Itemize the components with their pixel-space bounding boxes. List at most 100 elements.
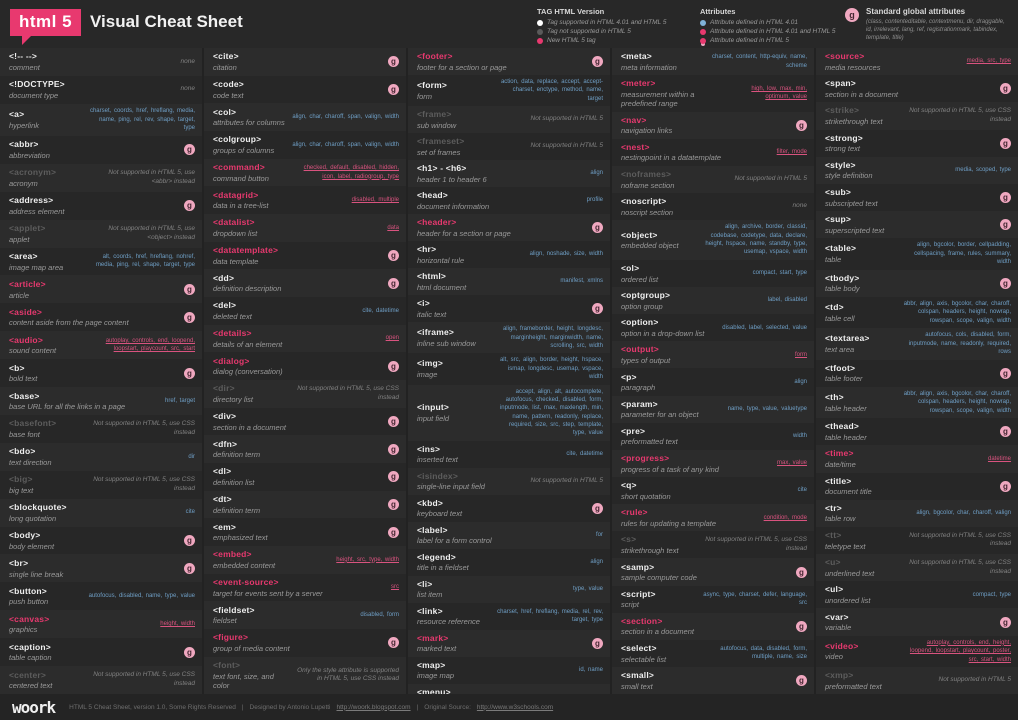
tag-attributes: align [590,170,603,177]
tag-name: <link> [417,605,443,616]
tag-details: align, char, charoff, span, valign, widt… [292,113,399,121]
tag-details: g [184,283,195,295]
tag-row: <isindex> single-line input field Not supp… [408,467,610,495]
tag-info: <xmp> preformatted text [825,670,933,691]
tag-description: horizontal rule [417,255,465,265]
tag-attributes: data [387,224,399,231]
tag-description: text direction [9,457,52,467]
tag-name: <video> [825,640,859,651]
tag-row: <body> body element g [0,526,202,555]
tag-name: <dialog> [213,355,250,366]
tag-name: <thead> [825,421,859,432]
tag-details: for [596,531,603,539]
tag-description: nestingpoint in a datatemplate [621,153,722,163]
tag-attributes: cite [797,487,807,494]
legend-tag-version: TAG HTML Version Tag supported in HTML 4… [537,7,666,46]
tag-description: attributes for columns [213,118,285,128]
tag-row: <figure> group of media content g [204,629,406,657]
global-attributes-badge-icon: g [1000,426,1011,438]
global-attributes-badge-icon: g [184,283,195,295]
support-note: Not supported in HTML 5, use CSS instead [909,558,1011,575]
tag-description: embedded object [621,241,679,251]
woork-blog-link[interactable]: http://woork.blogspot.com [336,703,411,711]
tag-description: inserted text [417,455,458,465]
tag-attributes: href, target [164,397,195,404]
tag-row: <div> section in a document g [204,407,406,436]
tag-details: g [1000,426,1011,438]
tag-name: <input> [417,402,450,413]
tag-details: max, value [777,459,807,467]
tag-row: <datatemplate> data template g [204,241,406,270]
tag-description: measurement within a predefined range [621,89,695,109]
tag-attributes: profile [586,197,603,204]
tag-info: <datatemplate> data template [213,245,382,266]
tag-details: g [592,303,603,315]
global-attributes-badge-icon: g [796,119,807,131]
tag-name: <body> [9,530,41,541]
tag-name: <dd> [213,272,235,283]
tag-details: width [793,432,807,440]
tag-name: <kbd> [417,497,444,508]
tag-details: g [388,471,399,483]
tag-info: <th> table header [825,392,897,413]
tag-info: <h1> - <h6> header 1 to header 6 [417,163,584,184]
tag-details: profile [587,196,603,204]
tag-row: <output> types of output form [612,341,814,369]
tag-info: <ul> unordered list [825,584,967,605]
tag-name: <nav> [621,114,647,125]
tag-details: Not supported in HTML 5, use CSS instead [903,559,1011,577]
tag-row: <pre> preformatted text width [612,422,814,450]
tag-info: <br> single line break [9,558,178,579]
global-attributes-badge-icon: g [1000,367,1011,379]
tag-info: <article> article [9,279,178,300]
tag-row: <select> selectable list autofocus, data, … [612,639,814,668]
tag-name: <tr> [825,502,842,513]
tag-name: <base> [9,390,40,401]
tag-details: autofocus, data, disabled, form, multipl… [699,645,807,662]
tag-details: disabled, form [360,611,399,619]
tag-info: <meta> meta information [621,51,693,72]
support-note: Not supported in HTML 5, use CSS instead [93,671,195,688]
tag-details: autofocus, cols, disabled, form, inputmo… [903,331,1011,356]
tag-details: g [184,200,195,212]
tag-details: media, src, type [967,57,1011,65]
tag-row: <section> section in a document g [612,612,814,640]
tag-name: <strong> [825,132,863,143]
tag-row: <article> article g [0,275,202,304]
tag-row: <source> media resources media, src, type [816,48,1018,76]
tag-attributes: compact, type [972,591,1011,598]
tag-row: <legend> title in a fieldset align [408,548,610,576]
tag-row: <big> big text Not supported in HTML 5, us… [0,470,202,499]
tag-row: <caption> table caption g [0,638,202,667]
legend-tag-title: TAG HTML Version [537,7,605,16]
tag-info: <big> big text [9,474,81,495]
tag-attributes: disabled, form [360,612,399,619]
legend-item: New HTML 5 tag [537,37,666,44]
tag-attributes: high, low, max, min, optimum, value [751,86,807,101]
tag-info: <i> italic text [417,298,586,319]
tag-details: datetime [988,455,1011,463]
tag-info: <details> details of an element [213,328,380,349]
tag-description: section in a document [825,89,898,99]
global-attributes-badge-icon: g [845,8,859,22]
gray-dot-icon [537,28,543,35]
tag-description: deleted text [213,312,252,321]
w3schools-link[interactable]: http://www.w3schools.com [476,703,554,711]
tag-description: teletype text [825,541,866,551]
tag-description: target for events sent by a server [213,588,323,598]
tag-attributes: label, disabled [767,297,807,304]
tag-attributes: align, char, charoff, span, valign, widt… [292,141,399,148]
tag-details: disabled, label, selected, value [722,324,807,332]
tag-info: <dt> definition term [213,494,382,515]
tag-name: <caption> [9,641,51,652]
tag-name: <output> [621,344,659,355]
support-note: Not supported in HTML 5, use CSS instead [93,420,195,436]
tag-details: autofocus, disabled, name, type, value [89,592,195,600]
tag-info: <pre> preformatted text [621,426,787,447]
tag-info: <a> hyperlink [9,109,81,130]
support-note: Not supported in HTML 5, use CSS instead [93,475,195,492]
tag-description: table cell [825,313,855,323]
column-3: <footer> footer for a section or page g <fo… [408,48,610,694]
tag-info: <td> table cell [825,302,897,323]
tag-row: <html> html document manifest, xmlns [408,268,610,296]
